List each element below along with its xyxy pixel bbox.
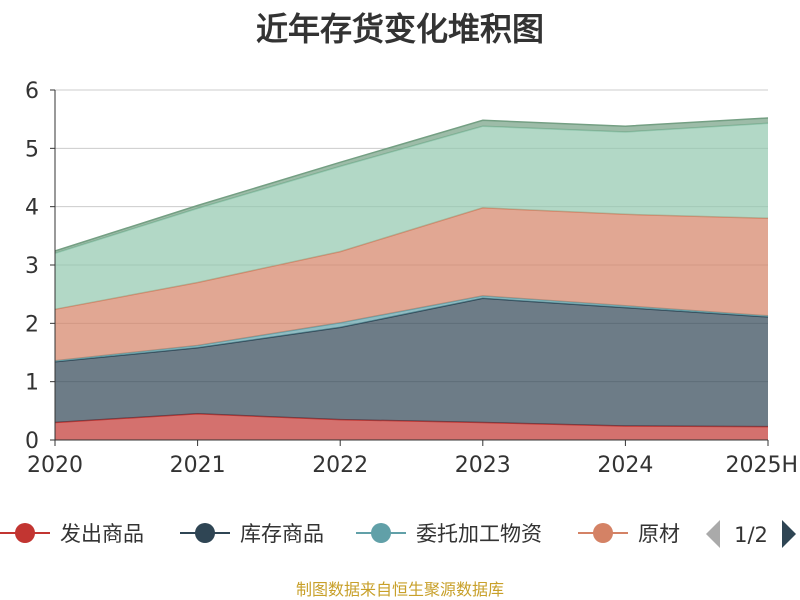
legend-item-0[interactable]: 发出商品 <box>0 522 144 546</box>
legend-prev-icon[interactable] <box>706 520 720 548</box>
y-tick-label-1: 1 <box>25 371 39 396</box>
legend-marker-1 <box>195 523 215 543</box>
legend-marker-2 <box>371 523 391 543</box>
area-series-4 <box>55 123 768 310</box>
legend-marker-0 <box>15 523 35 543</box>
y-tick-label-4: 4 <box>25 196 39 221</box>
x-tick-label-1: 2021 <box>170 453 226 478</box>
legend-item-2[interactable]: 委托加工物资 <box>356 522 542 546</box>
area-series-5 <box>55 118 768 254</box>
x-tick-label-4: 2024 <box>597 453 653 478</box>
x-tick-label-3: 2023 <box>455 453 511 478</box>
y-tick-label-0: 0 <box>25 429 39 454</box>
area-series-line-5 <box>54 117 769 252</box>
source-note: 制图数据来自恒生聚源数据库 <box>295 580 504 599</box>
axes: 0 1 2 3 4 5 6 2020 2021 2022 2023 2024 2025H <box>25 79 798 478</box>
legend-item-3[interactable]: 原材 <box>578 522 680 546</box>
legend-label-2: 委托加工物资 <box>416 522 542 546</box>
area-series-3 <box>55 207 768 361</box>
legend-next-icon[interactable] <box>782 520 796 548</box>
y-tick-label-6: 6 <box>25 79 39 104</box>
area-series-0 <box>55 413 768 440</box>
y-tick-label-2: 2 <box>25 312 39 337</box>
chart-title: 近年存货变化堆积图 <box>255 10 544 48</box>
x-tick-label-0: 2020 <box>27 453 83 478</box>
x-tick-label-5: 2025H <box>725 453 798 478</box>
legend-marker-3 <box>593 523 613 543</box>
area-series <box>54 117 769 440</box>
y-tick-label-3: 3 <box>25 254 39 279</box>
legend-page-indicator: 1/2 <box>734 523 768 547</box>
y-tick-label-5: 5 <box>25 137 39 162</box>
area-series-1 <box>55 298 768 427</box>
x-tick-label-2: 2022 <box>312 453 368 478</box>
legend[interactable]: 发出商品 库存商品 委托加工物资 原材 1/2 <box>0 520 796 548</box>
legend-label-3: 原材 <box>638 522 680 546</box>
legend-item-1[interactable]: 库存商品 <box>180 522 324 546</box>
legend-label-0: 发出商品 <box>60 522 144 546</box>
legend-label-1: 库存商品 <box>240 522 324 546</box>
